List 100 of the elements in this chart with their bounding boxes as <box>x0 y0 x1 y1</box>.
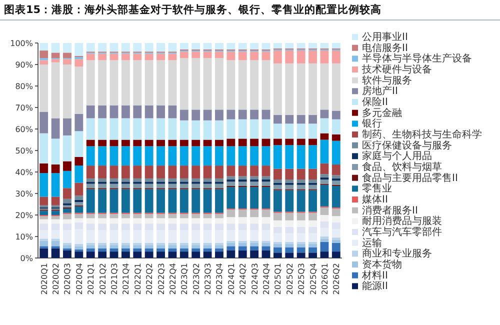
bar <box>296 212 306 220</box>
bar <box>133 252 142 258</box>
bar <box>74 196 84 200</box>
bar <box>296 244 306 248</box>
bar <box>192 184 200 188</box>
bar <box>238 217 247 224</box>
legend-label: 半导体与半导体生产设备 <box>362 52 472 65</box>
legend-label: 家庭与个人用品 <box>362 150 432 162</box>
bar <box>308 50 317 64</box>
bar <box>192 242 200 246</box>
bar <box>238 242 247 246</box>
bar <box>40 112 48 134</box>
bar <box>168 166 177 178</box>
bar <box>226 187 236 209</box>
bar <box>262 246 270 250</box>
bar <box>308 180 317 183</box>
bar <box>98 43 107 52</box>
bar <box>285 212 294 220</box>
bar <box>296 180 306 183</box>
bar <box>238 210 247 218</box>
bar <box>192 58 200 110</box>
bar <box>86 146 95 166</box>
bar <box>262 119 270 139</box>
bar <box>156 60 165 106</box>
bar <box>63 118 72 136</box>
bar <box>121 118 130 140</box>
legend-label: 商业和专业服务 <box>362 248 432 260</box>
bar <box>320 163 329 174</box>
bar <box>262 52 270 60</box>
bar <box>121 245 130 248</box>
bar <box>308 115 317 124</box>
bar <box>226 217 236 224</box>
bar <box>121 105 130 118</box>
bar <box>51 210 60 215</box>
bar <box>332 242 340 252</box>
bar <box>40 210 48 215</box>
bar <box>74 246 84 250</box>
bar <box>110 166 118 178</box>
bar <box>203 218 212 224</box>
bar <box>332 164 340 176</box>
bar <box>215 184 224 188</box>
bar <box>192 252 200 258</box>
legend-label: 食品、饮料与烟草 <box>362 161 442 173</box>
bar <box>226 250 236 258</box>
bar <box>296 50 306 64</box>
bar <box>320 238 329 242</box>
bar <box>332 175 340 178</box>
x-tick-label: 2025Q2 <box>285 263 294 295</box>
bar <box>110 146 118 166</box>
bar <box>320 215 329 222</box>
bar <box>133 54 142 60</box>
bar <box>121 166 130 178</box>
bar <box>192 189 200 213</box>
bar <box>192 248 200 252</box>
bar <box>180 214 188 218</box>
bar <box>121 252 130 258</box>
bar <box>156 252 165 258</box>
bar <box>110 118 118 140</box>
bar <box>133 214 142 218</box>
bar <box>168 189 177 213</box>
bar <box>110 105 118 118</box>
bar <box>226 138 236 146</box>
bar <box>156 140 165 146</box>
bar <box>262 210 270 218</box>
bar <box>168 118 177 140</box>
bar <box>156 184 165 188</box>
x-tick-label: 2023Q2 <box>192 263 201 295</box>
bar <box>238 119 247 139</box>
bar <box>192 140 200 146</box>
bar <box>215 214 224 218</box>
bar <box>98 184 107 188</box>
x-tick-label: 2026Q2 <box>332 263 342 295</box>
bar <box>86 178 95 182</box>
bar <box>168 105 177 118</box>
bar <box>74 166 84 183</box>
bar <box>285 115 294 124</box>
bar <box>273 124 282 139</box>
bar <box>121 248 130 252</box>
bar <box>238 246 247 250</box>
bar <box>332 180 340 185</box>
bar <box>273 63 282 116</box>
bar <box>63 198 72 204</box>
bar <box>121 140 130 146</box>
bar <box>98 146 107 166</box>
y-tick-label: 90% <box>15 60 34 70</box>
bar <box>215 43 224 50</box>
bar <box>226 60 236 110</box>
bar <box>74 218 84 223</box>
bar <box>250 60 259 110</box>
legend-label: 零售业 <box>362 182 392 195</box>
bar <box>285 124 294 139</box>
chart-title: 图表15：港股：海外头部基金对于软件与服务、银行、零售业的配置比例较高 <box>4 3 382 16</box>
bar <box>98 105 107 118</box>
bar <box>238 43 247 50</box>
y-tick-label: 100% <box>10 39 34 48</box>
bar <box>332 43 340 48</box>
bar <box>308 252 317 258</box>
bar <box>273 115 282 124</box>
x-tick-label: 2025Q1 <box>274 263 283 295</box>
bar <box>51 248 60 258</box>
